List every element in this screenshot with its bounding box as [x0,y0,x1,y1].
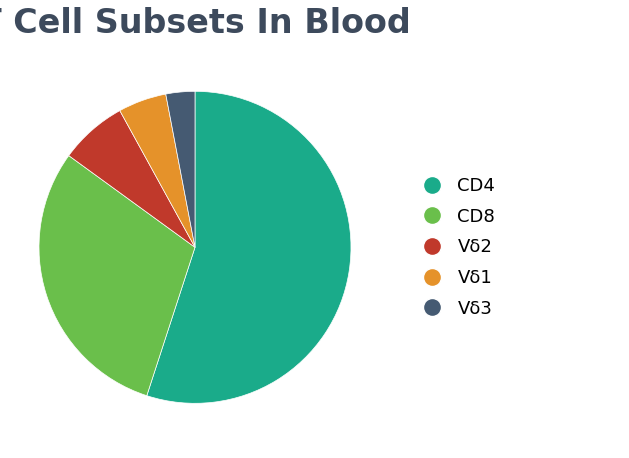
Legend: CD4, CD8, Vδ2, Vδ1, Vδ3: CD4, CD8, Vδ2, Vδ1, Vδ3 [407,170,503,325]
Wedge shape [69,111,195,247]
Wedge shape [166,91,195,247]
Wedge shape [147,91,351,403]
Wedge shape [39,156,195,396]
Wedge shape [120,94,195,247]
Title: T Cell Subsets In Blood: T Cell Subsets In Blood [0,7,411,40]
